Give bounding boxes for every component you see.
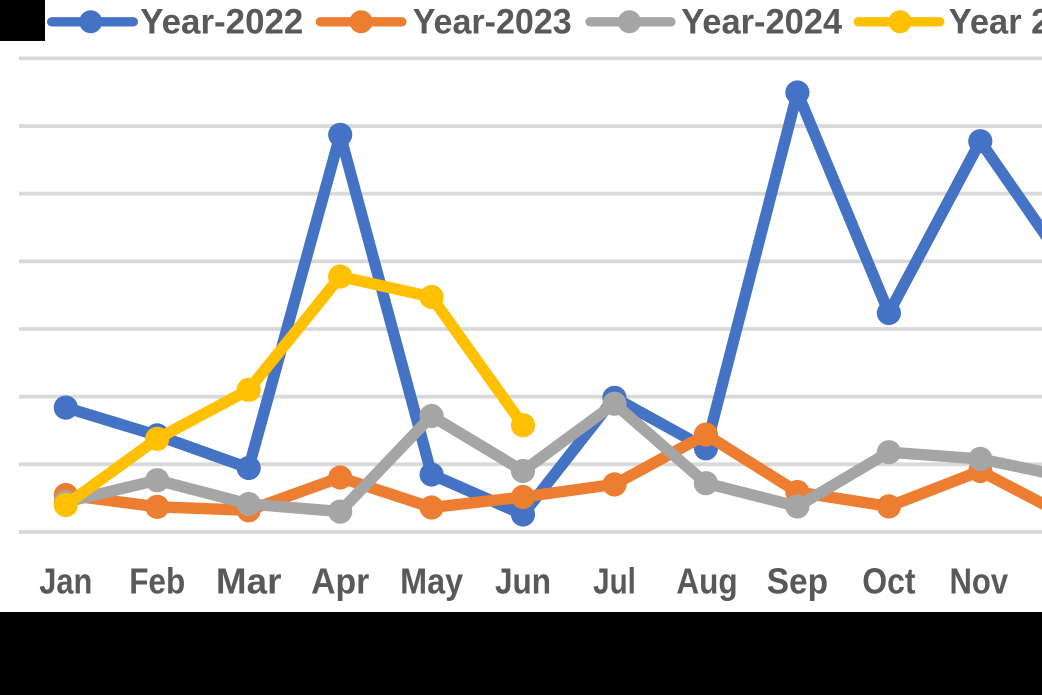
svg-text:Jun: Jun <box>495 561 551 602</box>
svg-text:Year-2024: Year-2024 <box>681 2 842 42</box>
svg-text:Year-2023: Year-2023 <box>413 2 572 42</box>
svg-text:Jan: Jan <box>39 561 92 602</box>
svg-text:Oct: Oct <box>862 561 915 602</box>
svg-text:Mar: Mar <box>216 561 282 602</box>
svg-text:Aug: Aug <box>676 561 737 602</box>
svg-text:Apr: Apr <box>311 561 369 602</box>
svg-text:Year-2022: Year-2022 <box>140 2 303 42</box>
svg-text:May: May <box>400 561 463 602</box>
svg-text:Feb: Feb <box>129 561 185 602</box>
svg-text:Sep: Sep <box>767 561 828 602</box>
svg-text:Year 2025: Year 2025 <box>949 2 1042 42</box>
svg-text:Jul: Jul <box>593 561 636 602</box>
svg-text:Nov: Nov <box>950 561 1009 602</box>
